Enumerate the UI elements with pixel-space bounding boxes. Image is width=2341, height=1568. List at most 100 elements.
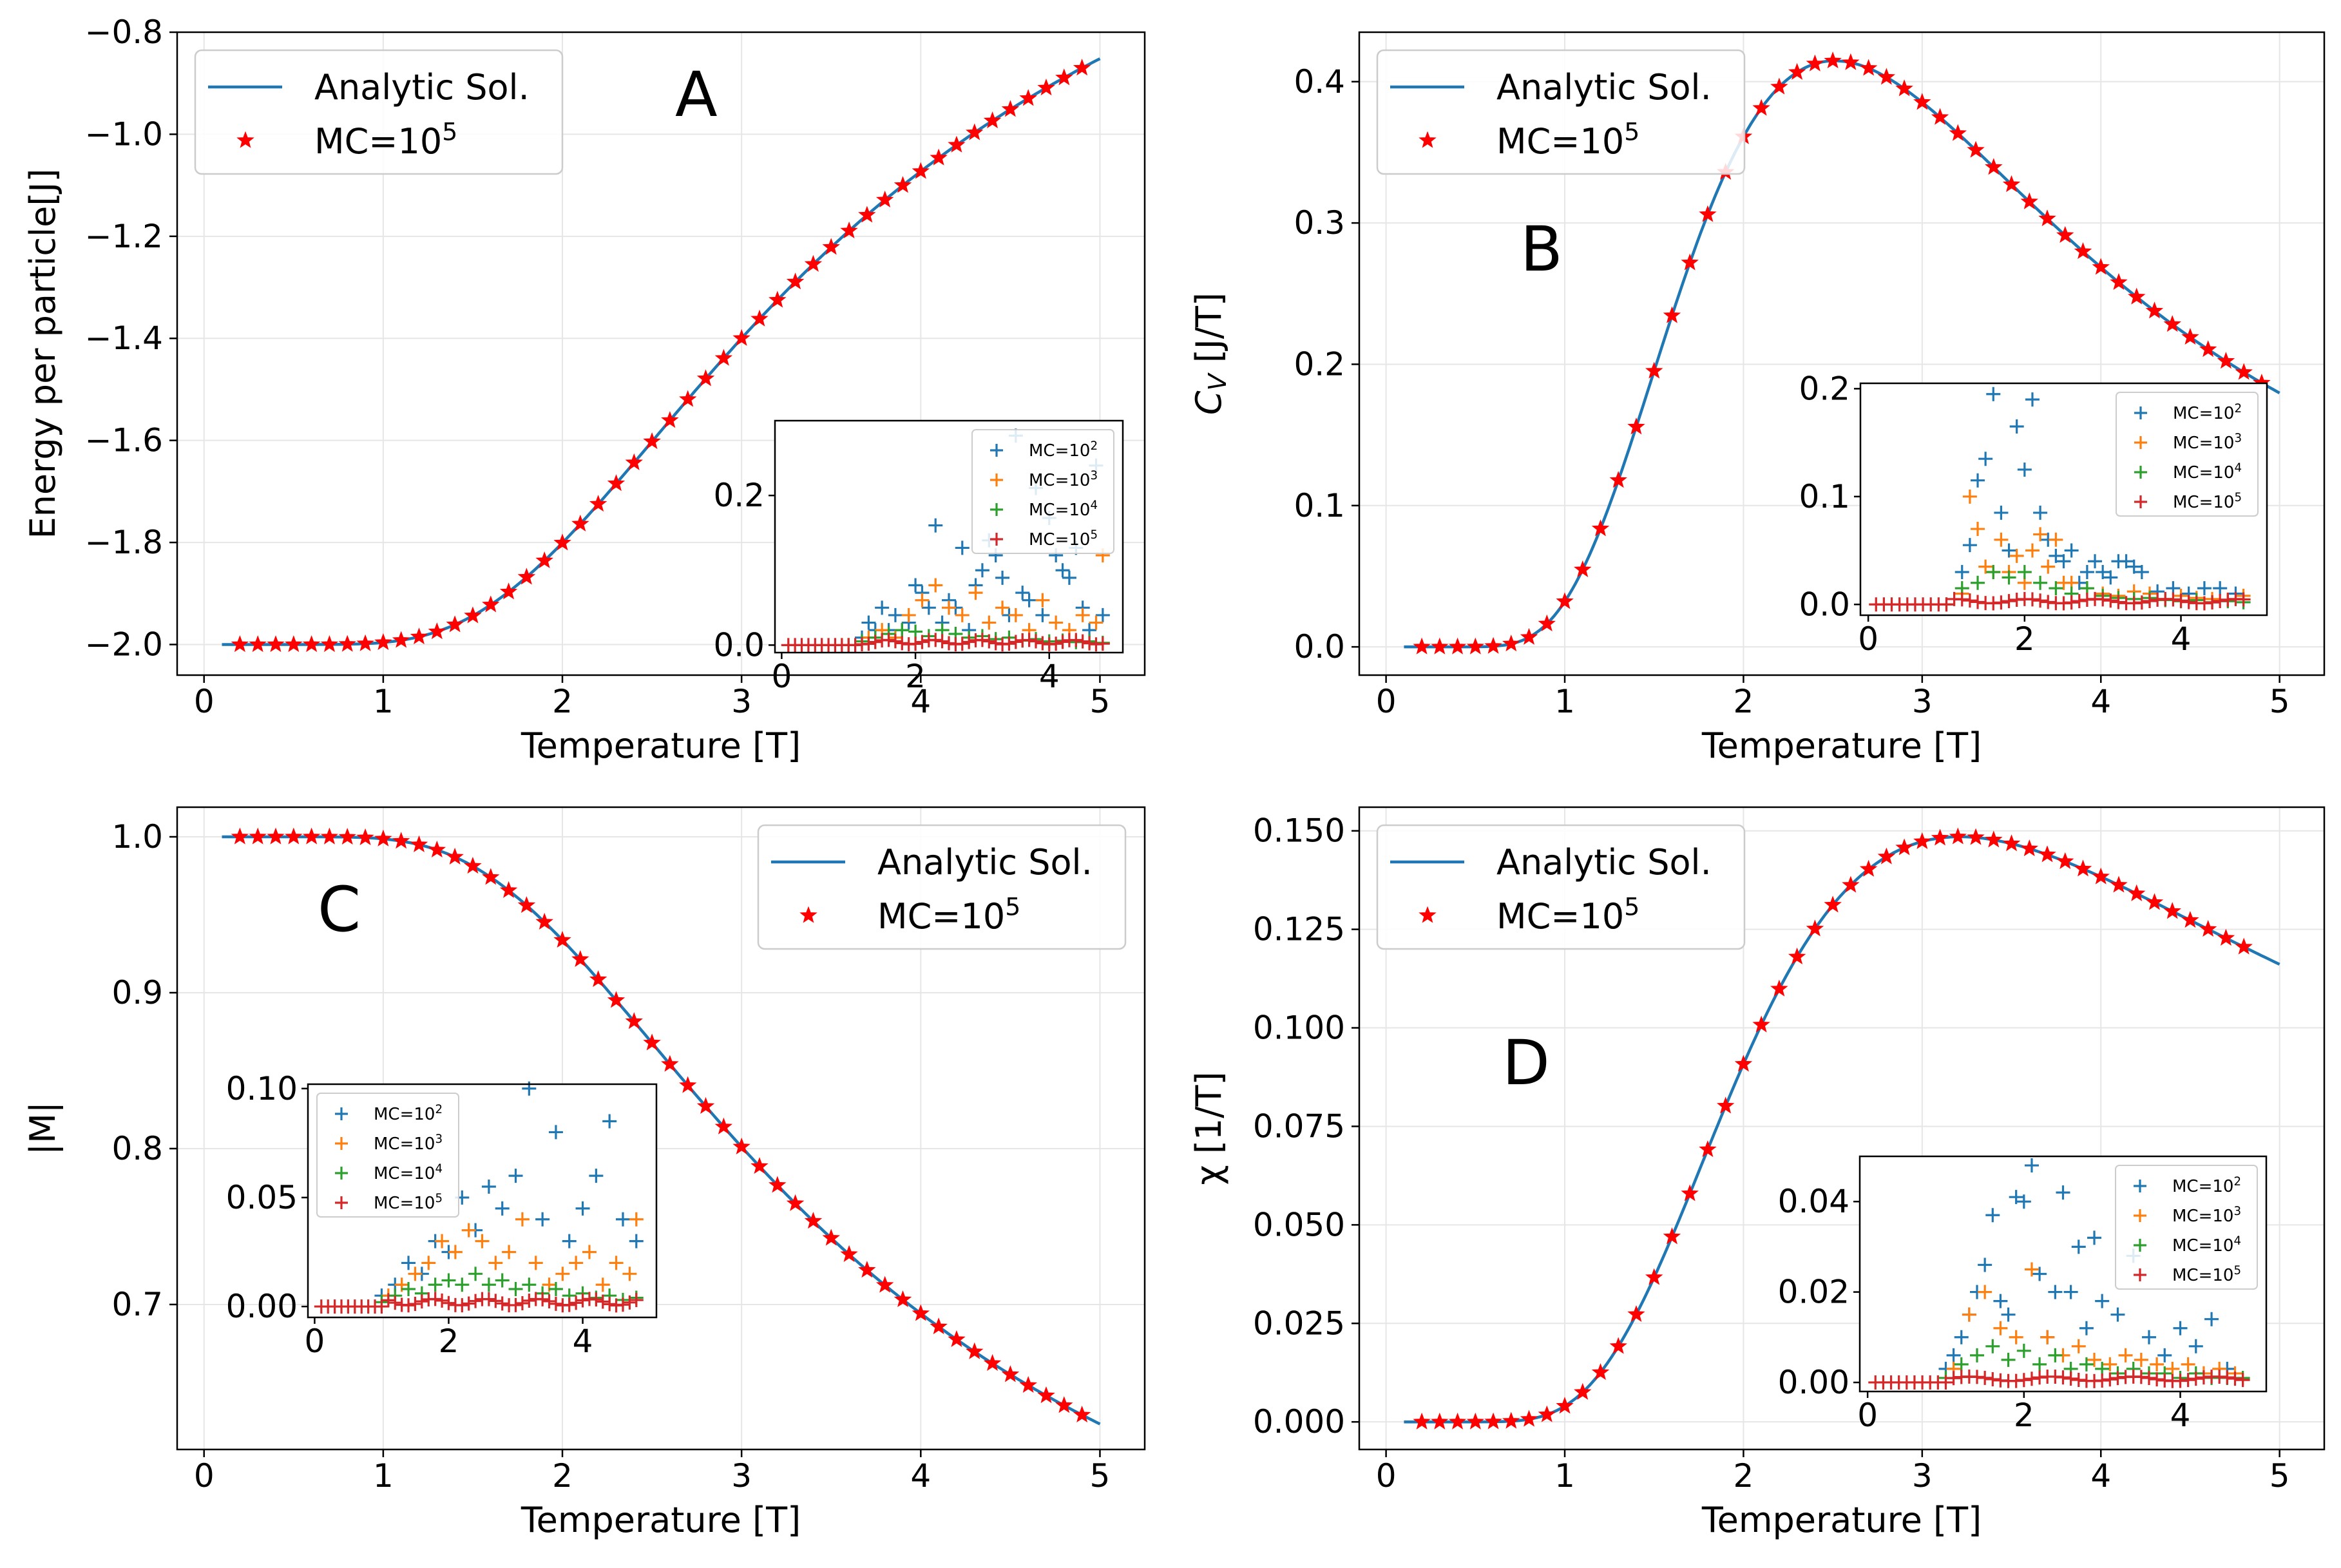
- data-point-plus: [982, 634, 997, 649]
- data-point-plus: [975, 633, 989, 647]
- y-tick-label: 0.8: [111, 1130, 163, 1167]
- data-point-star: [1985, 158, 2003, 175]
- data-point-plus: [2150, 1357, 2164, 1372]
- data-point-plus: [1954, 1357, 1969, 1372]
- data-point-star: [1949, 124, 1967, 141]
- inset-legend-box: [2115, 1165, 2258, 1290]
- data-point-plus: [2141, 1371, 2156, 1386]
- data-point-plus: [990, 444, 1003, 457]
- inset: 0 2 4 0.0 0.1 0.2 MC=102 MC=103 MC=104 MC=105: [1799, 370, 2268, 658]
- y-tick-label: −1.4: [85, 320, 163, 357]
- data-point-plus: [2157, 1348, 2172, 1362]
- data-point-plus: [1971, 595, 1985, 609]
- data-point-plus: [868, 635, 883, 649]
- data-point-plus: [955, 540, 970, 555]
- data-point-plus: [522, 1294, 537, 1308]
- data-point-star: [446, 847, 464, 865]
- data-point-plus: [2181, 1357, 2195, 1372]
- data-point-plus: [1035, 607, 1050, 622]
- data-point-plus: [2063, 1285, 2078, 1299]
- data-point-plus: [508, 1282, 523, 1297]
- data-point-star: [1788, 947, 1806, 964]
- data-point-star: [2056, 852, 2074, 869]
- data-point-star: [410, 835, 428, 852]
- data-point-plus: [495, 1273, 510, 1288]
- panel-d: 0 1 2 3 4 50.0000.0250.0500.0750.1000.1250.15…: [1189, 806, 2326, 1540]
- data-point-plus: [615, 1212, 630, 1227]
- data-point-plus: [2033, 505, 2048, 520]
- data-point-star: [804, 254, 823, 272]
- inset-legend-label: MC=102: [2172, 1175, 2241, 1196]
- y-tick-label: 0.025: [1253, 1305, 1345, 1342]
- data-point-plus: [1994, 505, 2009, 520]
- data-point-plus: [582, 1245, 597, 1259]
- data-point-plus: [1978, 452, 1993, 466]
- data-point-star: [966, 123, 984, 140]
- data-point-plus: [1029, 634, 1043, 649]
- data-point-star: [1645, 361, 1663, 379]
- data-point-star: [875, 1276, 894, 1293]
- data-point-star: [930, 148, 948, 166]
- inset-x-tick-label: 0: [771, 658, 792, 695]
- data-point-star: [374, 829, 392, 846]
- data-point-plus: [408, 1267, 423, 1281]
- data-point-plus: [381, 1293, 396, 1308]
- data-point-plus: [2087, 1230, 2102, 1245]
- data-point-star: [1431, 1412, 1449, 1429]
- inset-legend-label: MC=103: [2172, 1205, 2241, 1226]
- x-axis-label: Temperature [T]: [1701, 725, 1982, 766]
- data-point-star: [840, 221, 858, 238]
- data-point-plus: [562, 1234, 577, 1248]
- data-point-plus: [575, 1201, 590, 1216]
- panel-letter: B: [1520, 213, 1563, 285]
- data-point-star: [1019, 1375, 1037, 1393]
- data-point-star: [338, 635, 356, 652]
- data-point-star: [966, 1342, 984, 1359]
- data-point-plus: [888, 607, 903, 622]
- x-axis-label: Temperature [T]: [521, 1500, 801, 1540]
- data-point-plus: [995, 600, 1010, 615]
- data-point-star: [2002, 834, 2021, 852]
- data-point-star: [392, 832, 410, 849]
- data-point-plus: [609, 1256, 624, 1270]
- data-point-star: [1913, 93, 1931, 110]
- data-point-star: [446, 615, 464, 633]
- data-point-star: [1770, 979, 1788, 997]
- x-tick-label: 3: [731, 683, 752, 720]
- data-point-plus: [1985, 1208, 2000, 1223]
- data-point-star: [750, 1157, 769, 1174]
- data-point-plus: [1954, 1330, 1969, 1344]
- data-point-star: [679, 1076, 697, 1093]
- data-point-star: [482, 595, 500, 613]
- data-point-plus: [2025, 592, 2040, 607]
- x-tick-label: 1: [1554, 1457, 1575, 1495]
- inset: 0 2 4 0.00 0.02 0.04 MC=102 MC=103 MC=104 MC=105: [1778, 1155, 2268, 1434]
- data-point-plus: [1994, 595, 2009, 610]
- data-point-plus: [942, 600, 956, 615]
- data-point-plus: [455, 1298, 470, 1313]
- data-point-plus: [2134, 1352, 2148, 1367]
- data-point-star: [661, 1055, 679, 1072]
- data-point-plus: [2002, 594, 2016, 609]
- data-point-plus: [2220, 1370, 2235, 1385]
- data-point-star: [643, 1033, 661, 1051]
- data-point-star: [696, 1096, 715, 1114]
- data-point-star: [1574, 1382, 1592, 1400]
- data-point-star: [356, 828, 374, 845]
- inset-legend-label: MC=103: [2173, 432, 2242, 453]
- y-tick-label: 0.150: [1253, 812, 1345, 850]
- data-point-plus: [575, 1293, 590, 1308]
- data-point-plus: [414, 1294, 429, 1309]
- data-point-plus: [2095, 1294, 2110, 1308]
- data-point-plus: [2049, 581, 2063, 596]
- data-point-plus: [629, 1212, 644, 1227]
- plot-frame: [1358, 31, 2326, 676]
- data-point-star: [1502, 635, 1520, 652]
- inset-y-tick-label: 0.0: [1799, 586, 1850, 623]
- data-point-plus: [1062, 570, 1076, 585]
- data-point-star: [1699, 1140, 1717, 1158]
- data-point-star: [912, 162, 930, 179]
- x-tick-label: 5: [2269, 683, 2290, 720]
- data-point-plus: [495, 1201, 510, 1216]
- data-point-plus: [2024, 1262, 2039, 1277]
